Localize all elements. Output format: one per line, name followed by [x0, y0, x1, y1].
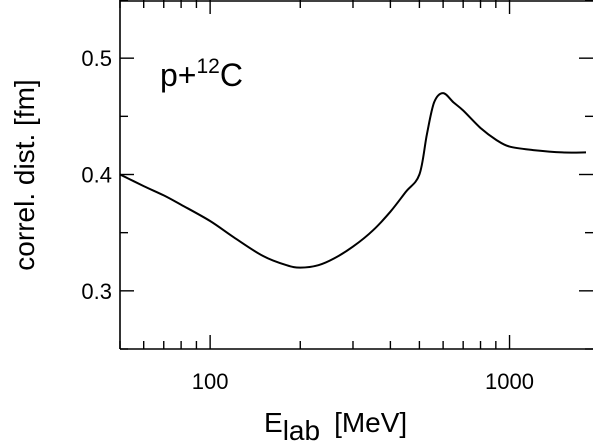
- ticks: 100 1000 0.3 0.4 0.5: [81, 0, 593, 394]
- annotation-reaction: p+12C: [160, 55, 243, 93]
- y-axis-label: correl. dist. [fm]: [9, 79, 40, 270]
- x-axis-label-unit: [MeV]: [334, 407, 407, 438]
- data-layer: [119, 92, 587, 269]
- plot-frame: [119, 0, 593, 350]
- series-line-0: [119, 92, 587, 269]
- y-tick-label: 0.3: [81, 279, 112, 304]
- x-tick-label: 100: [192, 369, 229, 394]
- x-tick-label: 1000: [485, 369, 534, 394]
- x-axis-label: Elab [MeV]: [264, 407, 407, 446]
- x-axis-label-subscript: lab: [283, 415, 320, 446]
- annotation-base: p+: [160, 57, 196, 93]
- x-axis-label-main: E: [264, 407, 283, 438]
- y-tick-label: 0.5: [81, 46, 112, 71]
- annotation-tail: C: [220, 57, 243, 93]
- y-tick-label: 0.4: [81, 163, 112, 188]
- annotation-superscript: 12: [196, 55, 219, 78]
